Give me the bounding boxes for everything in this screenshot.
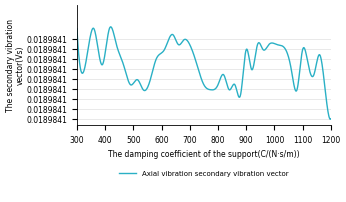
X-axis label: The damping coefficient of the support(C/(N·s/m)): The damping coefficient of the support(C…: [108, 149, 300, 158]
Y-axis label: The secondary vibration
vector(Vs): The secondary vibration vector(Vs): [6, 19, 25, 112]
Legend: Axial vibration secondary vibration vector: Axial vibration secondary vibration vect…: [116, 168, 291, 179]
